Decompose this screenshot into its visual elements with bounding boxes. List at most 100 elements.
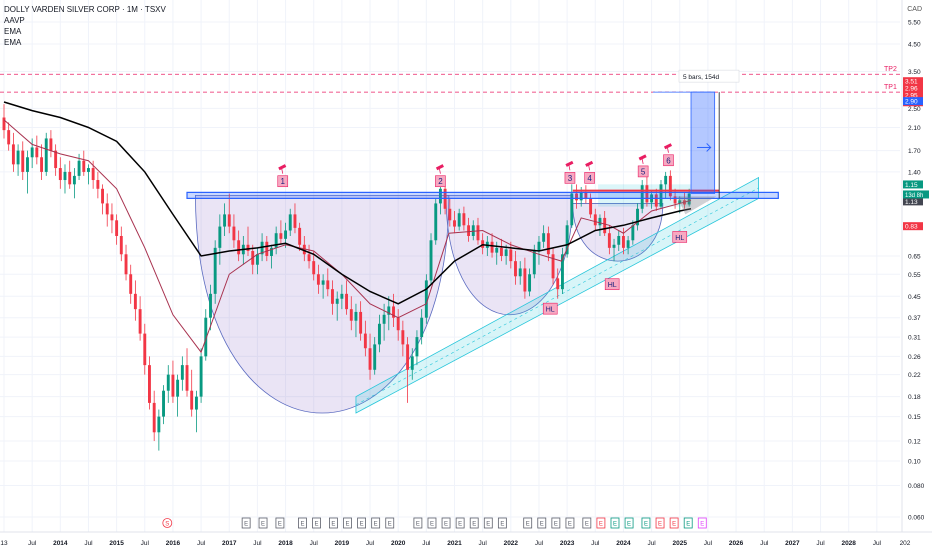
candle-body	[87, 168, 90, 172]
ema-lines	[3, 101, 692, 354]
candle-body	[246, 244, 250, 252]
candle-body	[260, 241, 264, 255]
candle-body	[429, 240, 433, 281]
candle-body	[91, 168, 95, 181]
candle-body	[631, 225, 635, 241]
price-label-text: 1.15	[905, 182, 918, 189]
time-tick-label: 2027	[785, 540, 800, 547]
candle-body	[542, 233, 546, 242]
candle-body	[363, 333, 367, 349]
price-label-tag	[903, 197, 923, 206]
earnings-event-label: E	[360, 522, 364, 528]
candle-body	[495, 247, 499, 253]
earnings-event-badge	[343, 517, 352, 529]
candle-body	[307, 254, 311, 262]
currency-label[interactable]: CAD	[907, 6, 922, 13]
tp1-label: TP1	[884, 84, 897, 91]
candle-body	[368, 348, 372, 370]
candle-body	[349, 309, 353, 321]
candle-body	[382, 314, 386, 324]
indicator-ema-2[interactable]: EMA	[4, 38, 22, 47]
hammer-icon	[565, 160, 574, 171]
candle-body	[232, 226, 236, 241]
candle-body	[607, 233, 611, 248]
candle-body	[668, 175, 672, 197]
time-tick-label: Jul	[84, 540, 93, 547]
candle-body	[579, 192, 583, 201]
candle-body	[274, 233, 278, 248]
candle-body	[518, 268, 522, 277]
candle-body	[326, 280, 330, 290]
candle-body	[49, 138, 53, 151]
candle-body	[659, 184, 663, 207]
earnings-event-badge	[371, 517, 381, 529]
candle-body	[434, 203, 438, 241]
earnings-event-badge	[683, 517, 693, 529]
candle-body	[453, 220, 456, 227]
earnings-event-badge	[427, 517, 437, 529]
candle-body	[194, 396, 198, 410]
earnings-event-label: E	[486, 522, 490, 528]
candle-body	[110, 214, 114, 221]
price-label-text: 3.51	[905, 79, 918, 86]
candle-body	[293, 214, 297, 228]
pivot-label: 4	[587, 174, 592, 183]
time-tick-label: 2022	[504, 540, 519, 547]
earnings-event-label: E	[278, 522, 282, 528]
time-tick-label: Jul	[760, 540, 769, 547]
earnings-event-badge	[455, 517, 465, 529]
price-label-tag	[903, 180, 923, 189]
projection-shape	[676, 196, 717, 215]
candle-body	[312, 261, 316, 275]
candle-body	[101, 188, 104, 204]
time-tick-label: 2016	[166, 540, 181, 547]
candle-body	[392, 306, 395, 318]
time-axis[interactable]: 13 Jul 2014 Jul 2015 Jul 2016 Jul 2017 Jul 2018 Jul…	[0, 531, 932, 550]
candle-body	[664, 175, 668, 185]
split-event-label: S	[165, 522, 169, 528]
candle-body	[377, 323, 381, 345]
indicator-aavp[interactable]: AAVP	[4, 16, 25, 25]
candle-body	[316, 274, 320, 285]
uptrend-channel	[355, 176, 759, 414]
indicator-ema-1[interactable]: EMA	[4, 27, 22, 36]
earnings-event-label: E	[554, 522, 558, 528]
candle-body	[490, 241, 494, 253]
neckline-band	[186, 191, 779, 199]
time-tick-label: Jul	[28, 540, 37, 547]
earnings-event-badge	[497, 517, 507, 529]
pivot-label: 6	[666, 156, 671, 165]
candle-body	[270, 247, 273, 256]
earnings-event-badge	[298, 517, 307, 529]
candle-body	[523, 268, 527, 292]
pivot-label: 5	[641, 167, 646, 176]
price-axis[interactable]: 5.50 4.50 3.50 2.50 2.10 1.70 1.40 0.65 0.55 0.45…	[901, 0, 932, 532]
candle-body	[335, 298, 339, 304]
candle-body	[345, 293, 348, 310]
candle-body	[284, 230, 288, 239]
candle-body	[476, 225, 480, 241]
price-tick-label: 0.080	[908, 483, 925, 490]
price-tick-label: 0.15	[908, 414, 921, 421]
candle-body	[279, 233, 283, 239]
earnings-event-label: E	[444, 522, 448, 528]
hl-badge	[672, 231, 688, 243]
candle-body	[584, 192, 588, 199]
price-tick-label: 0.65	[908, 253, 921, 260]
candle-body	[199, 356, 203, 397]
earnings-event-label: E	[300, 522, 304, 528]
candle-body	[7, 130, 11, 145]
candle-body	[546, 233, 550, 255]
candle-body	[673, 196, 677, 204]
earnings-event-badge	[610, 517, 620, 529]
earnings-event-label: E	[540, 522, 544, 528]
price-label-tag	[903, 83, 923, 92]
earnings-event-label: E	[261, 522, 265, 528]
time-tick-label: Jul	[479, 540, 488, 547]
candle-body	[617, 235, 621, 245]
candle-body	[410, 356, 414, 370]
candle-body	[11, 144, 15, 165]
candle-body	[354, 311, 358, 321]
